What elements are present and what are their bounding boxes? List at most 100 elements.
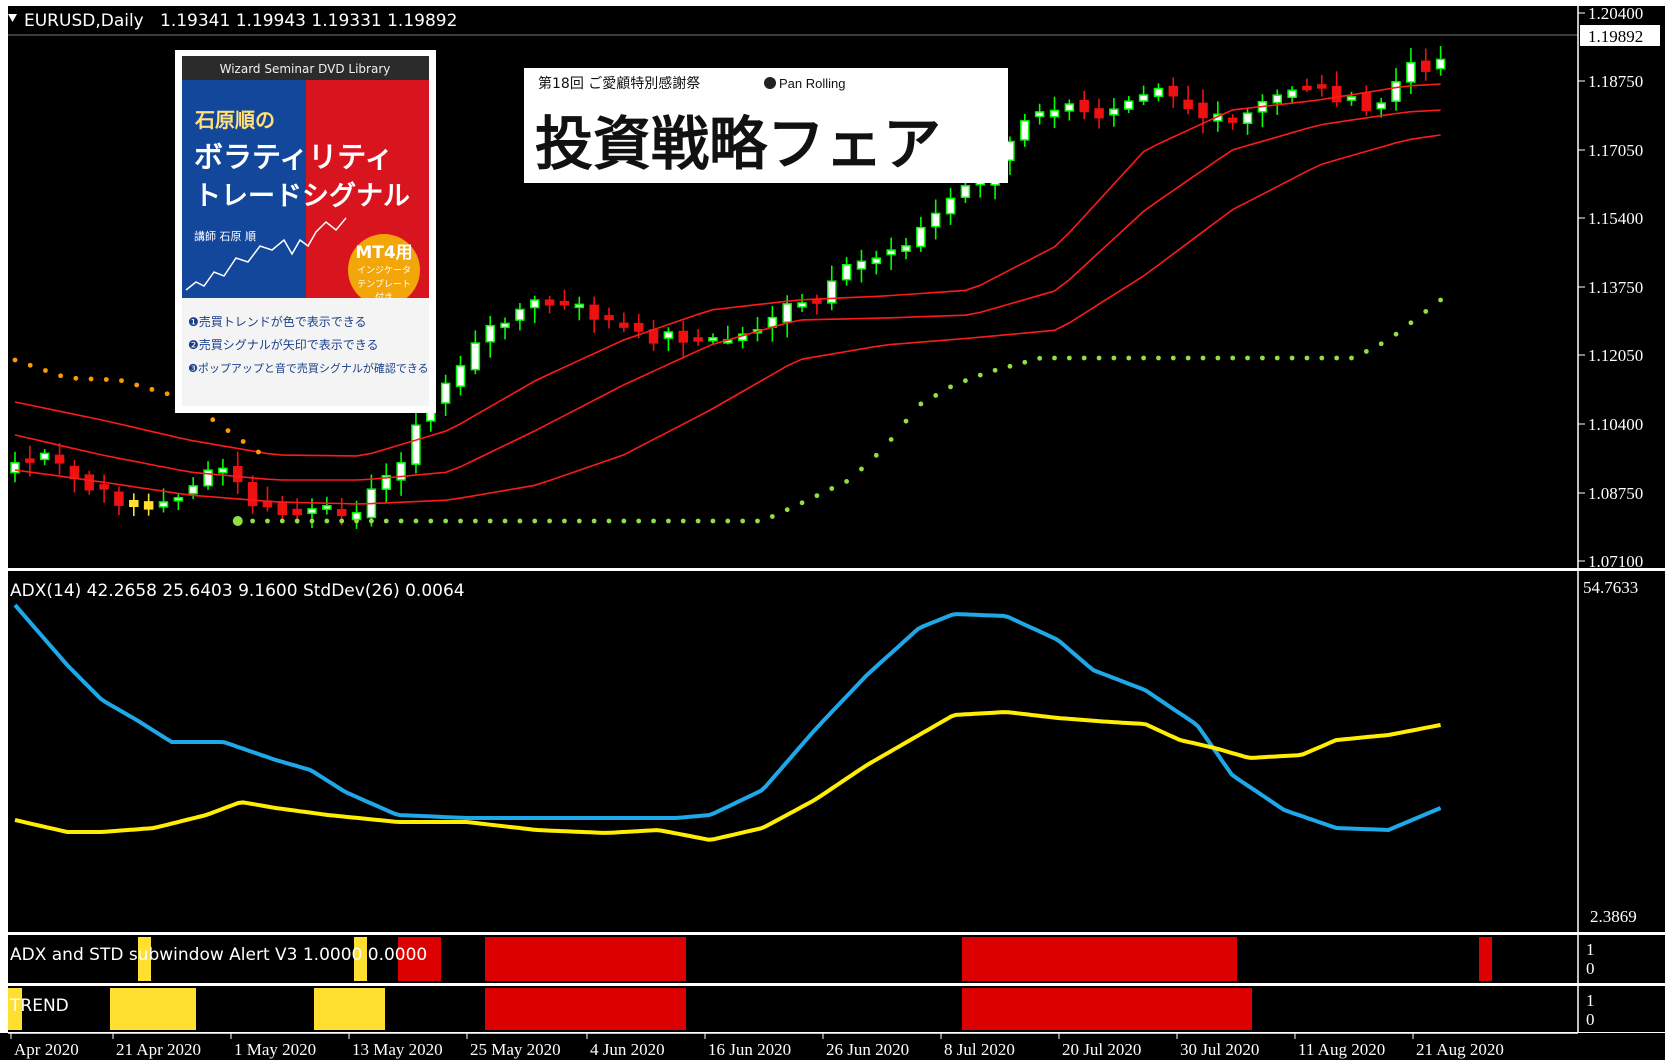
candle-body <box>351 512 362 521</box>
candle-body <box>633 322 644 332</box>
trend-block <box>8 988 22 1030</box>
psar-dot <box>134 382 140 388</box>
psar-dot <box>1037 355 1043 361</box>
psar-dot <box>710 518 716 524</box>
candle-body <box>871 257 882 265</box>
triangle-down-icon[interactable] <box>8 14 17 22</box>
dvd-title-line1: ボラティリティ <box>194 140 394 174</box>
adx-blue-line <box>13 603 1442 833</box>
psar-dot <box>769 514 775 519</box>
candle-body <box>69 465 80 480</box>
price-tick-label: 1.18750 <box>1588 72 1643 91</box>
date-tick-label: 16 Jun 2020 <box>708 1040 791 1059</box>
adx-bottom-value: 2.3869 <box>1590 907 1637 926</box>
date-tick-label: 25 May 2020 <box>470 1040 561 1059</box>
psar-dot <box>977 372 983 378</box>
candle-body <box>1435 58 1446 70</box>
candle-body <box>648 329 659 344</box>
dvd-advertisement[interactable]: Wizard Seminar DVD Library 石原順の ボラティリティ … <box>175 50 436 413</box>
candle-body <box>708 337 718 342</box>
psar-dot <box>1185 355 1191 361</box>
trend-block <box>485 988 686 1030</box>
psar-dot <box>859 466 864 472</box>
candle-body <box>129 499 139 508</box>
dvd-series-bar <box>182 56 429 80</box>
price-tick-label: 1.12050 <box>1588 346 1643 365</box>
band-lower-line <box>14 134 1441 505</box>
candle-body <box>1020 120 1030 141</box>
candle-body <box>1094 108 1104 119</box>
trend-scale-1: 1 <box>1586 991 1595 1010</box>
psar-dot <box>666 518 671 524</box>
candle-body <box>901 245 911 252</box>
trend-block <box>314 988 385 1030</box>
candle-body <box>886 249 896 256</box>
price-tick-label: 1.20400 <box>1588 4 1643 23</box>
ohlc-label: 1.19341 1.19943 1.19331 1.19892 <box>160 11 457 31</box>
alert-block <box>398 937 441 981</box>
psar-dot <box>992 367 998 373</box>
psar-dot <box>1215 355 1221 361</box>
price-tick-label: 1.10400 <box>1588 415 1643 434</box>
psar-dot <box>487 518 493 524</box>
date-tick-label: 21 Aug 2020 <box>1416 1040 1504 1059</box>
psar-dot <box>1304 355 1310 361</box>
psar-dot <box>1438 297 1443 303</box>
trend-scale-0: 0 <box>1586 1010 1595 1029</box>
psar-dot <box>458 518 463 524</box>
candle-body <box>158 501 169 508</box>
candle-body <box>99 484 109 490</box>
psar-dot <box>428 518 434 524</box>
candle-body <box>25 458 35 463</box>
candle-body <box>84 474 94 491</box>
psar-dot <box>1260 355 1265 361</box>
candle-body <box>500 322 510 329</box>
psar-dot <box>58 373 64 379</box>
adx-pane[interactable]: ADX(14) 42.2658 25.6403 9.1600 StdDev(26… <box>8 571 1578 932</box>
psar-dot <box>1156 355 1161 361</box>
psar-dot <box>27 362 33 368</box>
price-tick-label: 1.08750 <box>1588 484 1643 503</box>
psar-dot <box>948 384 953 390</box>
psar-dot <box>210 417 216 423</box>
price-tick-label: 1.13750 <box>1588 278 1643 297</box>
psar-dot <box>680 518 686 524</box>
alert-block <box>962 937 1237 981</box>
candle-body <box>1109 108 1119 116</box>
candle-body <box>797 302 807 308</box>
psar-dot <box>695 518 701 524</box>
trailing-stop-dots <box>12 297 1443 526</box>
dvd-badge-sub3: 付き <box>375 292 393 303</box>
psar-dot <box>1066 355 1072 361</box>
psar-dot <box>829 486 835 491</box>
psar-dot <box>369 518 374 524</box>
adx-top-value: 54.7633 <box>1583 578 1638 597</box>
psar-dot <box>240 439 246 444</box>
psar-dot <box>383 518 389 524</box>
psar-dot <box>1245 355 1250 361</box>
fair-subtitle: 第18回 ご愛顧特別感謝祭 <box>538 75 700 92</box>
trend-block <box>110 988 196 1030</box>
candle-body <box>1168 85 1179 97</box>
psar-dot <box>339 518 345 524</box>
candle-body <box>485 324 495 343</box>
candle-body <box>1287 89 1297 98</box>
date-axis: Apr 2020 21 Apr 2020 1 May 2020 13 May 2020… <box>0 1032 1665 1060</box>
psar-dot <box>562 518 567 524</box>
candle-body <box>1079 99 1089 113</box>
psar-dot <box>443 518 449 524</box>
alert-pane[interactable]: ADX and STD subwindow Alert V3 1.0000 0.… <box>8 935 1578 983</box>
alert-axis: 1 0 <box>1577 935 1665 983</box>
fair-advertisement[interactable]: 第18回 ご愛顧特別感謝祭 Pan Rolling 投資戦略フェア <box>524 68 1008 183</box>
date-tick-label: 1 May 2020 <box>234 1040 316 1059</box>
psar-dot <box>43 368 48 373</box>
trend-pane[interactable]: TREND <box>8 986 1578 1032</box>
candle-body <box>916 226 926 248</box>
alert-scale-1: 1 <box>1586 940 1595 959</box>
date-tick-label: 11 Aug 2020 <box>1298 1040 1385 1059</box>
candle-body <box>1272 94 1282 104</box>
candle-body <box>544 299 555 306</box>
dvd-title-line2: トレードシグナル <box>194 180 410 212</box>
alert-scale-0: 0 <box>1586 959 1595 978</box>
